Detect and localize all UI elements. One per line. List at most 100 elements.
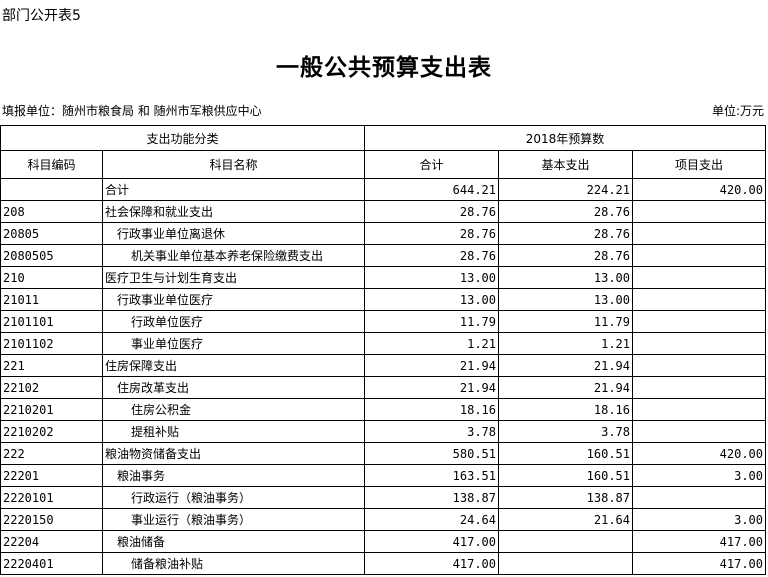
table-row: 2220101 行政运行（粮油事务） 138.87 138.87 <box>0 486 766 509</box>
cell-basic: 21.94 <box>498 376 633 399</box>
cell-project <box>632 200 766 223</box>
cell-total: 11.79 <box>364 310 499 333</box>
cell-basic: 3.78 <box>498 420 633 443</box>
cell-project: 420.00 <box>632 178 766 201</box>
cell-project <box>632 332 766 355</box>
cell-project <box>632 398 766 421</box>
header-name: 科目名称 <box>102 150 365 179</box>
cell-project <box>632 222 766 245</box>
cell-project <box>632 420 766 443</box>
cell-total: 580.51 <box>364 442 499 465</box>
cell-project <box>632 244 766 267</box>
cell-code: 22201 <box>0 464 103 487</box>
cell-total: 28.76 <box>364 222 499 245</box>
cell-project <box>632 486 766 509</box>
cell-project <box>632 266 766 289</box>
budget-table: 支出功能分类 2018年预算数 科目编码 科目名称 合计 基本支出 项目支出 合… <box>0 125 766 575</box>
cell-code: 20805 <box>0 222 103 245</box>
cell-project: 3.00 <box>632 464 766 487</box>
cell-code: 2080505 <box>0 244 103 267</box>
header-function-class: 支出功能分类 <box>0 125 365 151</box>
cell-project: 420.00 <box>632 442 766 465</box>
cell-project <box>632 310 766 333</box>
cell-total: 417.00 <box>364 530 499 553</box>
table-row: 210 医疗卫生与计划生育支出 13.00 13.00 <box>0 266 766 289</box>
document-tag: 部门公开表5 <box>2 8 81 24</box>
cell-basic: 13.00 <box>498 266 633 289</box>
cell-project <box>632 376 766 399</box>
cell-total: 28.76 <box>364 200 499 223</box>
cell-code: 208 <box>0 200 103 223</box>
cell-total: 138.87 <box>364 486 499 509</box>
cell-total: 13.00 <box>364 266 499 289</box>
cell-name: 粮油物资储备支出 <box>102 442 365 465</box>
meta-line: 填报单位：随州市粮食局 和 随州市军粮供应中心 单位:万元 <box>2 102 764 119</box>
cell-name: 住房公积金 <box>102 398 365 421</box>
cell-project <box>632 354 766 377</box>
cell-total: 417.00 <box>364 552 499 575</box>
cell-total: 3.78 <box>364 420 499 443</box>
cell-name: 事业运行（粮油事务） <box>102 508 365 531</box>
cell-name: 社会保障和就业支出 <box>102 200 365 223</box>
header-basic: 基本支出 <box>498 150 633 179</box>
cell-code: 2210202 <box>0 420 103 443</box>
cell-project: 417.00 <box>632 530 766 553</box>
cell-total: 28.76 <box>364 244 499 267</box>
cell-name: 行政事业单位医疗 <box>102 288 365 311</box>
cell-code: 2210201 <box>0 398 103 421</box>
table-row: 208 社会保障和就业支出 28.76 28.76 <box>0 200 766 223</box>
cell-basic: 160.51 <box>498 442 633 465</box>
table-row: 2101101 行政单位医疗 11.79 11.79 <box>0 310 766 333</box>
cell-name: 粮油储备 <box>102 530 365 553</box>
cell-total: 18.16 <box>364 398 499 421</box>
cell-basic: 138.87 <box>498 486 633 509</box>
cell-code: 221 <box>0 354 103 377</box>
cell-basic: 21.64 <box>498 508 633 531</box>
table-row: 22102 住房改革支出 21.94 21.94 <box>0 376 766 399</box>
cell-name: 事业单位医疗 <box>102 332 365 355</box>
table-row: 2101102 事业单位医疗 1.21 1.21 <box>0 332 766 355</box>
cell-total: 1.21 <box>364 332 499 355</box>
cell-basic: 21.94 <box>498 354 633 377</box>
cell-basic: 1.21 <box>498 332 633 355</box>
cell-total: 13.00 <box>364 288 499 311</box>
table-row: 2220150 事业运行（粮油事务） 24.64 21.64 3.00 <box>0 508 766 531</box>
table-row: 22201 粮油事务 163.51 160.51 3.00 <box>0 464 766 487</box>
cell-code: 22204 <box>0 530 103 553</box>
cell-basic: 160.51 <box>498 464 633 487</box>
cell-basic: 28.76 <box>498 200 633 223</box>
cell-name: 医疗卫生与计划生育支出 <box>102 266 365 289</box>
table-row: 2220401 储备粮油补贴 417.00 417.00 <box>0 552 766 575</box>
cell-name: 粮油事务 <box>102 464 365 487</box>
cell-name: 合计 <box>102 178 365 201</box>
cell-basic <box>498 530 633 553</box>
cell-name: 行政单位医疗 <box>102 310 365 333</box>
table-row: 2210202 提租补贴 3.78 3.78 <box>0 420 766 443</box>
filler-unit: 填报单位：随州市粮食局 和 随州市军粮供应中心 <box>2 104 262 118</box>
cell-code: 22102 <box>0 376 103 399</box>
header-project: 项目支出 <box>632 150 766 179</box>
cell-code: 222 <box>0 442 103 465</box>
table-row: 222 粮油物资储备支出 580.51 160.51 420.00 <box>0 442 766 465</box>
cell-total: 21.94 <box>364 376 499 399</box>
cell-basic: 18.16 <box>498 398 633 421</box>
cell-total: 24.64 <box>364 508 499 531</box>
cell-total: 644.21 <box>364 178 499 201</box>
table-row: 221 住房保障支出 21.94 21.94 <box>0 354 766 377</box>
cell-code: 210 <box>0 266 103 289</box>
currency-unit: 单位:万元 <box>711 104 764 118</box>
cell-project <box>632 288 766 311</box>
cell-code: 2220101 <box>0 486 103 509</box>
cell-total: 21.94 <box>364 354 499 377</box>
cell-code: 2220150 <box>0 508 103 531</box>
cell-code: 21011 <box>0 288 103 311</box>
cell-code: 2220401 <box>0 552 103 575</box>
header-budget-year: 2018年预算数 <box>364 125 766 151</box>
cell-project: 417.00 <box>632 552 766 575</box>
cell-name: 储备粮油补贴 <box>102 552 365 575</box>
table-row: 2210201 住房公积金 18.16 18.16 <box>0 398 766 421</box>
cell-name: 住房保障支出 <box>102 354 365 377</box>
table-row: 21011 行政事业单位医疗 13.00 13.00 <box>0 288 766 311</box>
cell-name: 提租补贴 <box>102 420 365 443</box>
cell-code: 2101101 <box>0 310 103 333</box>
